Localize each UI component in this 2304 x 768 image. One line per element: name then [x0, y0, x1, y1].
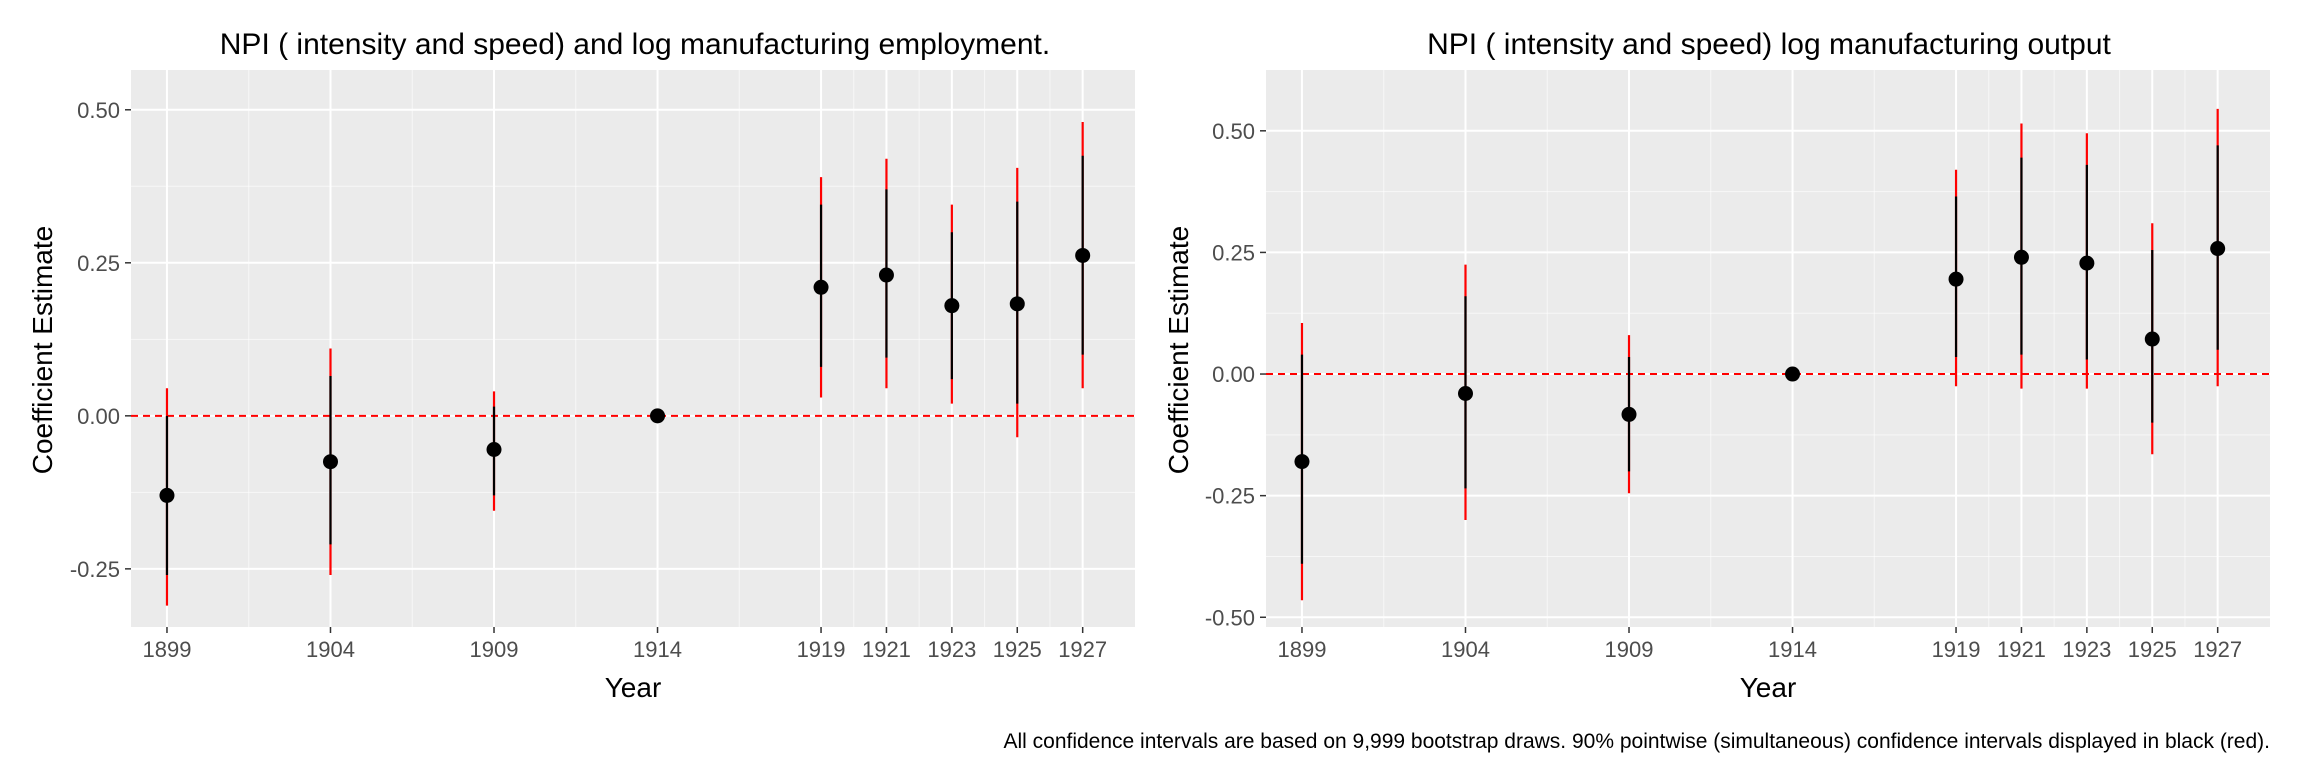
point-estimate: [2013, 249, 2029, 265]
point-estimate: [1009, 296, 1025, 312]
x-tick-label: 1899: [1277, 637, 1326, 662]
point-estimate: [878, 267, 894, 283]
point-estimate: [1457, 385, 1473, 401]
x-tick-label: 1914: [633, 637, 682, 662]
y-tick-label: -0.25: [70, 557, 120, 582]
point-estimate: [2079, 255, 2095, 271]
point-estimate: [944, 298, 960, 314]
point-estimate: [1621, 406, 1637, 422]
x-tick-label: 1919: [797, 637, 846, 662]
x-tick-label: 1921: [862, 637, 911, 662]
point-estimate: [159, 487, 175, 503]
panel-background: [1266, 70, 2270, 627]
point-estimate: [813, 279, 829, 295]
figure-caption: All confidence intervals are based on 9,…: [1003, 730, 2270, 753]
point-estimate: [2210, 241, 2226, 257]
point-estimate: [1075, 247, 1091, 263]
point-estimate: [1948, 271, 1964, 287]
x-tick-label: 1923: [2062, 637, 2111, 662]
x-tick-label: 1925: [993, 637, 1042, 662]
x-tick-label: 1927: [2193, 637, 2242, 662]
y-tick-label: 0.25: [77, 251, 120, 276]
x-axis-title: Year: [1740, 672, 1797, 703]
chart-panel-employment: -0.25 0.00 0.25 0.50 1899 1904 1909 1914 1919 192…: [27, 28, 1135, 703]
chart-title: NPI ( intensity and speed) log manufactu…: [1427, 28, 2111, 61]
x-tick-label: 1925: [2128, 637, 2177, 662]
x-tick-label: 1921: [1997, 637, 2046, 662]
plot-area: -0.50 -0.25 0.00 0.25 0.50 1899 1904 1909 1914 19…: [1205, 70, 2270, 662]
chart-title: NPI ( intensity and speed) and log manuf…: [220, 28, 1050, 61]
y-tick-label: 0.00: [1212, 362, 1255, 387]
chart-panel-output: -0.50 -0.25 0.00 0.25 0.50 1899 1904 1909 1914 19…: [1163, 28, 2270, 703]
x-tick-label: 1909: [1605, 637, 1654, 662]
panel-background: [131, 70, 1135, 627]
y-tick-label: 0.50: [77, 98, 120, 123]
point-estimate: [1785, 366, 1801, 382]
point-estimate: [2144, 331, 2160, 347]
x-tick-label: 1899: [142, 637, 191, 662]
y-tick-label: 0.00: [77, 404, 120, 429]
x-axis-title: Year: [605, 672, 662, 703]
point-estimate: [1294, 454, 1310, 470]
x-tick-label: 1923: [927, 637, 976, 662]
point-estimate: [322, 454, 338, 470]
y-axis-title: Coefficient Estimate: [1163, 226, 1194, 475]
x-tick-label: 1914: [1768, 637, 1817, 662]
point-estimate: [650, 408, 666, 424]
y-tick-label: -0.25: [1205, 484, 1255, 509]
y-tick-label: 0.25: [1212, 240, 1255, 265]
y-tick-label: -0.50: [1205, 605, 1255, 630]
x-tick-label: 1909: [470, 637, 519, 662]
y-tick-label: 0.50: [1212, 119, 1255, 144]
x-tick-label: 1919: [1932, 637, 1981, 662]
point-estimate: [486, 441, 502, 457]
y-axis-title: Coefficient Estimate: [27, 226, 58, 475]
x-tick-label: 1904: [1441, 637, 1490, 662]
plot-area: -0.25 0.00 0.25 0.50 1899 1904 1909 1914 1919 192…: [70, 70, 1135, 662]
x-tick-label: 1927: [1058, 637, 1107, 662]
x-tick-label: 1904: [306, 637, 355, 662]
